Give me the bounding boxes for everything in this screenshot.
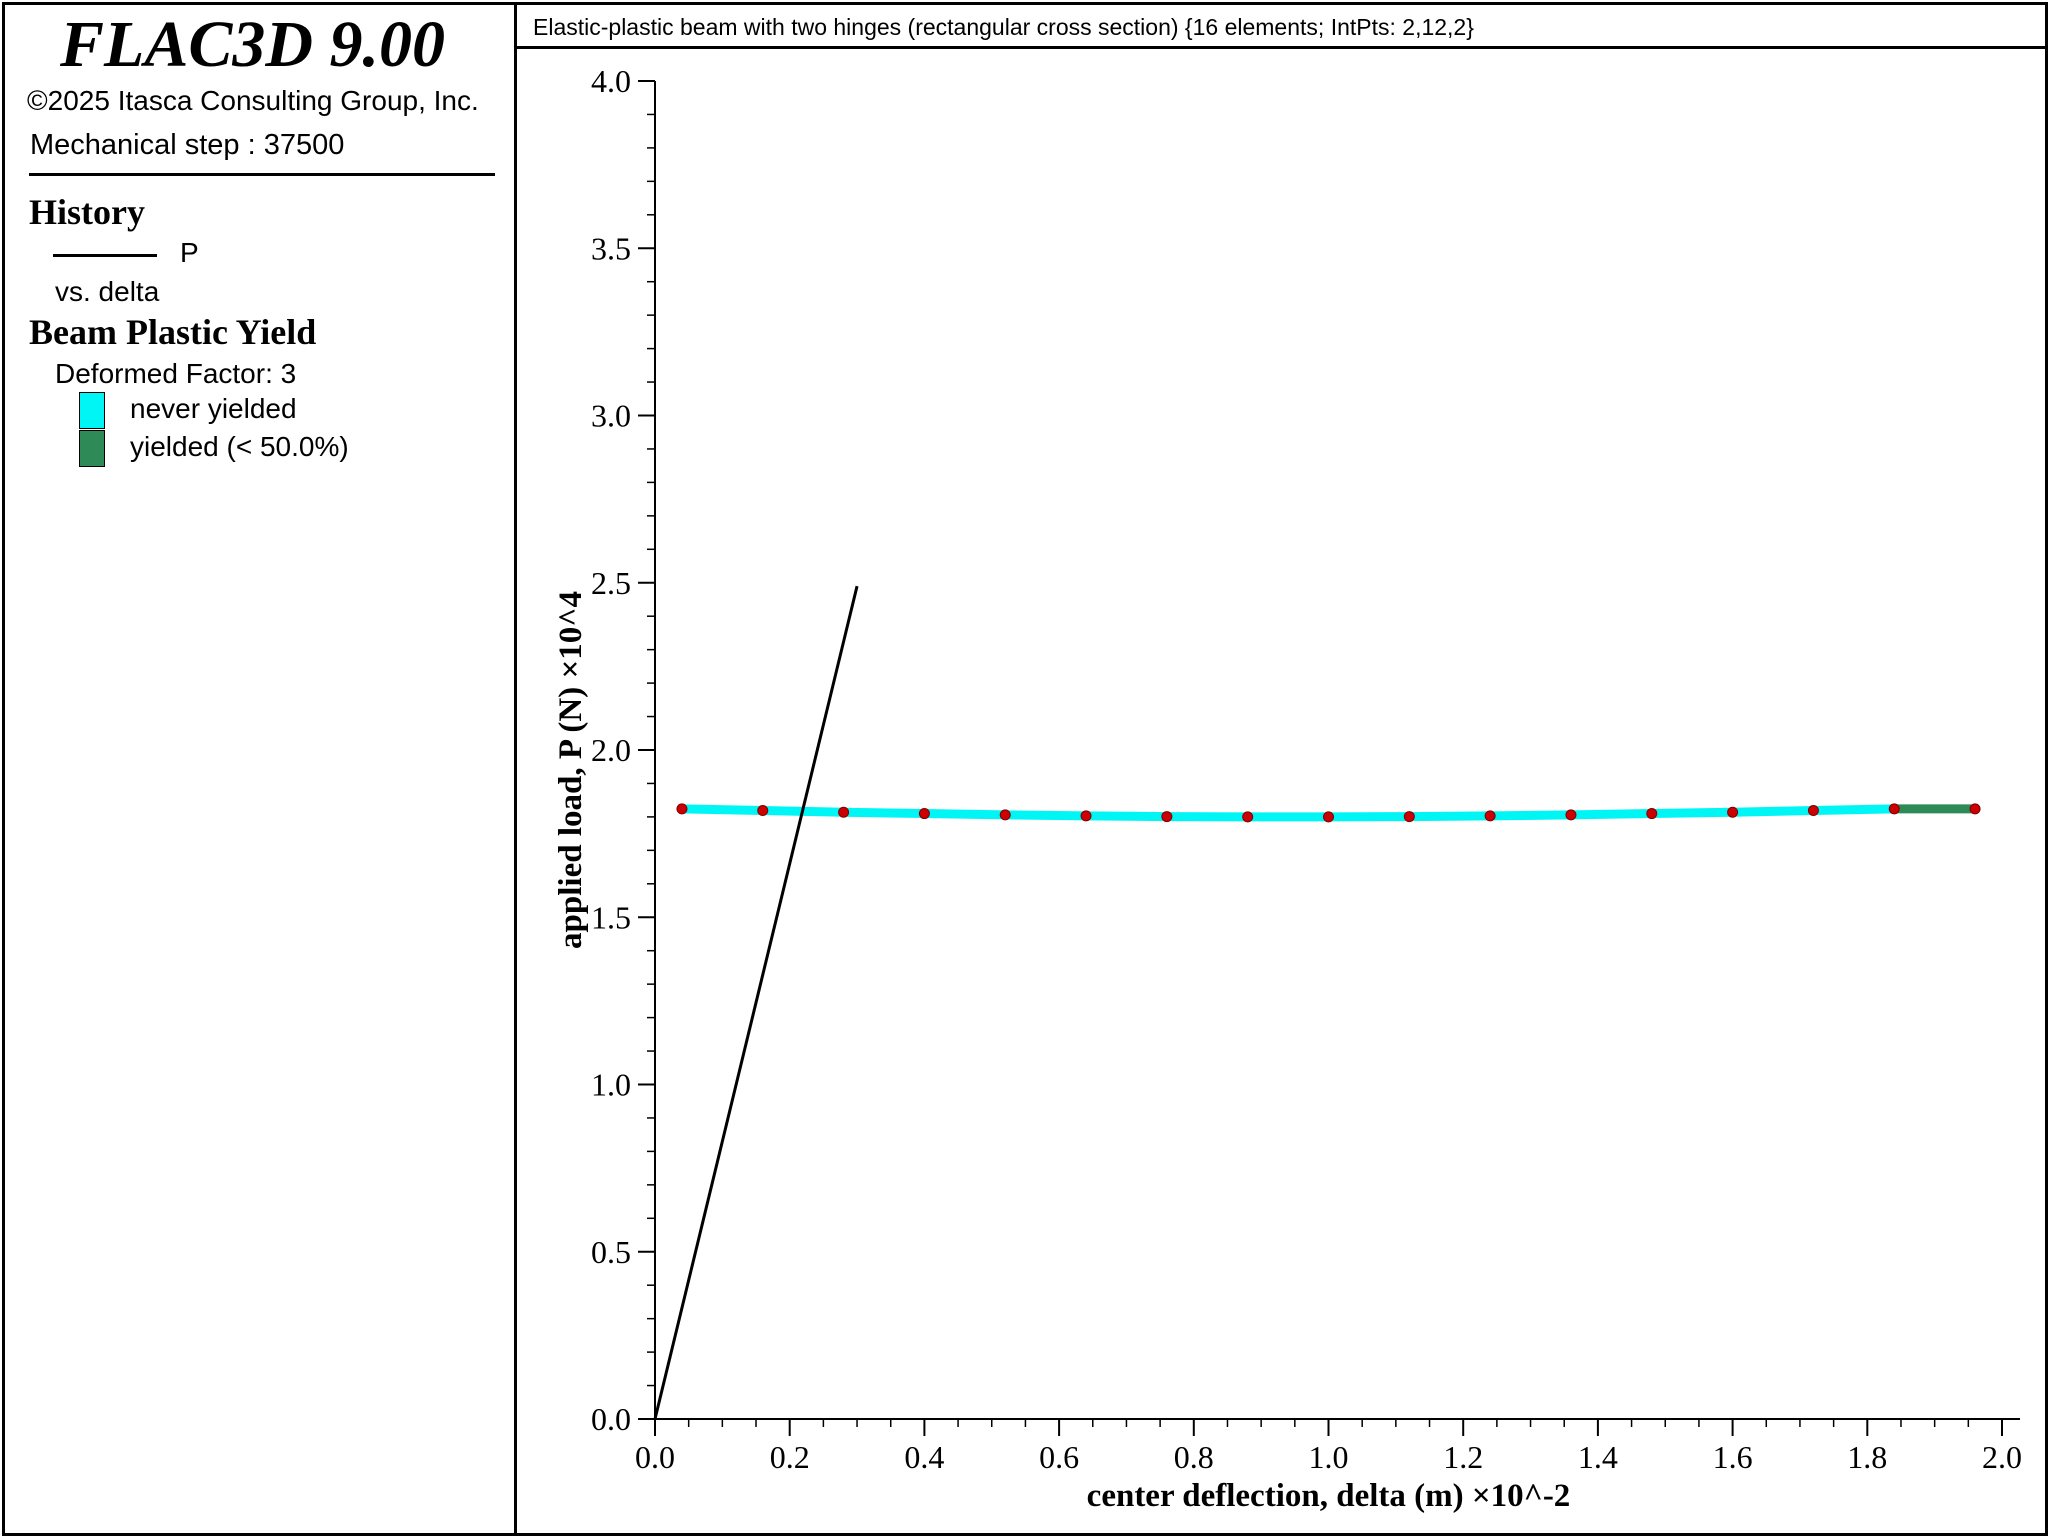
beam-node bbox=[1080, 810, 1092, 822]
series-line-P bbox=[653, 585, 859, 1420]
beam-node bbox=[918, 808, 930, 820]
mechanical-step: Mechanical step : 37500 bbox=[30, 129, 345, 161]
beam-segment bbox=[681, 804, 763, 816]
beam-segment bbox=[1570, 809, 1652, 820]
x-tick-label: 0.8 bbox=[1174, 1439, 1214, 1475]
beam-segment bbox=[843, 807, 925, 819]
deformed-factor: Deformed Factor: 3 bbox=[55, 358, 297, 389]
never-yielded-label: never yielded bbox=[130, 393, 297, 424]
beam-node bbox=[1242, 811, 1254, 823]
beam-segment bbox=[924, 809, 1006, 820]
beam-overlay bbox=[676, 803, 1981, 823]
y-tick-label: 1.0 bbox=[591, 1067, 631, 1103]
y-tick-label: 2.5 bbox=[591, 565, 631, 601]
y-tick-label: 4.0 bbox=[591, 63, 631, 99]
chart: 0.0 0.5 1.0 1.5 2.0 2.5 3.0 3.5 4.0 0.0 0.2 0.4 0.6 0… bbox=[553, 63, 2022, 1514]
app-title: FLAC3D 9.00 bbox=[60, 8, 446, 81]
x-tick-label: 0.2 bbox=[770, 1439, 810, 1475]
beam-segment bbox=[1651, 807, 1733, 819]
x-tick-label: 0.6 bbox=[1039, 1439, 1079, 1475]
y-tick-label: 3.0 bbox=[591, 398, 631, 434]
legend-panel: FLAC3D 9.00 ©2025 Itasca Consulting Grou… bbox=[5, 5, 517, 1533]
beam-node bbox=[757, 805, 769, 817]
beam-segment bbox=[1086, 811, 1167, 822]
y-tick-label: 0.5 bbox=[591, 1234, 631, 1270]
beam-segment bbox=[1732, 806, 1814, 817]
x-tick-label: 1.4 bbox=[1578, 1439, 1618, 1475]
y-axis-label: applied load, P (N) ×10^4 bbox=[553, 591, 589, 949]
history-series-label: P bbox=[180, 237, 199, 268]
beam-yield-heading: Beam Plastic Yield bbox=[29, 312, 317, 352]
x-tick-label: 0.0 bbox=[635, 1439, 675, 1475]
beam-node bbox=[999, 809, 1011, 821]
copyright-text: ©2025 Itasca Consulting Group, Inc. bbox=[27, 85, 479, 116]
x-tick-label: 1.8 bbox=[1847, 1439, 1887, 1475]
x-tick-label: 0.4 bbox=[904, 1439, 944, 1475]
x-tick-label: 1.2 bbox=[1443, 1439, 1483, 1475]
beam-node bbox=[676, 803, 688, 815]
beam-node bbox=[1161, 811, 1173, 823]
x-tick-label: 2.0 bbox=[1982, 1439, 2022, 1475]
y-tick-label: 1.5 bbox=[591, 899, 631, 935]
plot-panel: Elastic-plastic beam with two hinges (re… bbox=[517, 5, 2045, 1533]
history-heading: History bbox=[29, 192, 145, 232]
beam-node bbox=[1807, 805, 1819, 817]
y-tick-label: 0.0 bbox=[591, 1401, 631, 1437]
beam-node bbox=[1969, 803, 1981, 815]
x-tick-label: 1.6 bbox=[1713, 1439, 1753, 1475]
beam-node bbox=[1484, 810, 1496, 822]
never-yielded-swatch bbox=[79, 392, 105, 429]
beam-node bbox=[1727, 806, 1739, 818]
history-line-swatch bbox=[53, 254, 157, 257]
history-vs-label: vs. delta bbox=[55, 276, 160, 307]
divider bbox=[29, 173, 495, 176]
x-tick-label: 1.0 bbox=[1309, 1439, 1349, 1475]
beam-segment bbox=[1409, 811, 1491, 822]
beam-node bbox=[1403, 811, 1415, 823]
yielded-label: yielded (< 50.0%) bbox=[130, 431, 349, 462]
beam-segment bbox=[1813, 804, 1895, 816]
beam-node bbox=[1646, 808, 1658, 820]
beam-node bbox=[1565, 809, 1577, 821]
y-tick-label: 2.0 bbox=[591, 732, 631, 768]
yielded-swatch bbox=[79, 430, 105, 467]
beam-node bbox=[1888, 803, 1900, 815]
beam-node bbox=[838, 806, 850, 818]
beam-segment bbox=[1005, 810, 1087, 821]
plot-title: Elastic-plastic beam with two hinges (re… bbox=[517, 5, 2045, 49]
beam-node bbox=[1323, 811, 1334, 823]
axes: 0.0 0.5 1.0 1.5 2.0 2.5 3.0 3.5 4.0 0.0 0.2 0.4 0.6 0… bbox=[591, 63, 2022, 1475]
series-layer bbox=[653, 585, 859, 1420]
x-axis-label: center deflection, delta (m) ×10^-2 bbox=[1087, 1478, 1571, 1514]
y-tick-label: 3.5 bbox=[591, 230, 631, 266]
beam-segment bbox=[1490, 810, 1572, 821]
